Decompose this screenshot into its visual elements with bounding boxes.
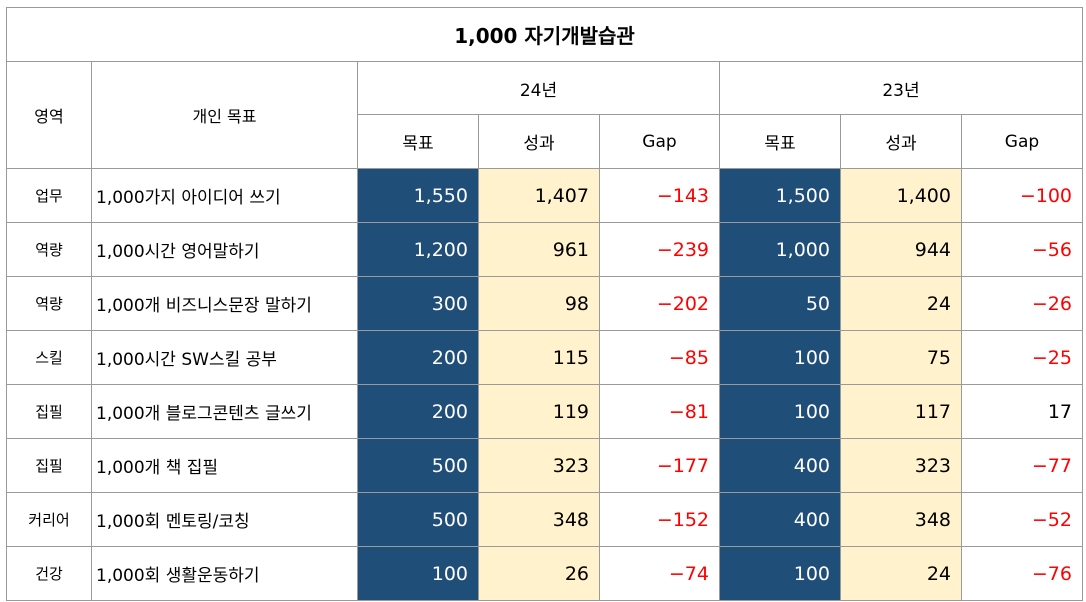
result-23-cell: 75 [840,330,962,385]
result-24-cell: 26 [478,546,600,601]
goal-cell: 1,000개 비즈니스문장 말하기 [91,276,358,331]
gap-24-cell: −143 [599,168,720,223]
result-23-cell: 1,400 [840,168,962,223]
area-cell: 역량 [6,276,92,331]
gap-23-cell: 17 [961,384,1083,439]
gap-23-cell: −26 [961,276,1083,331]
target-24-cell: 1,550 [357,168,479,223]
header-gap-24: Gap [599,114,720,169]
header-target-23: 목표 [719,114,841,169]
area-cell: 업무 [6,168,92,223]
habit-table: 1,000 자기개발습관 영역 개인 목표 24년 23년 목표 성과 Gap … [6,7,1083,601]
header-goal: 개인 목표 [91,61,358,169]
gap-24-cell: −239 [599,222,720,277]
area-cell: 건강 [6,546,92,601]
table-row: 업무 1,000가지 아이디어 쓰기 1,550 1,407 −143 1,500 1,40… [6,168,1083,223]
gap-23-cell: −25 [961,330,1083,385]
table-row: 스킬 1,000시간 SW스킬 공부 200 115 −85 100 75 −25 [6,330,1083,385]
goal-cell: 1,000회 생활운동하기 [91,546,358,601]
goal-cell: 1,000가지 아이디어 쓰기 [91,168,358,223]
table-row: 집필 1,000개 책 집필 500 323 −177 400 323 −77 [6,438,1083,493]
target-23-cell: 1,500 [719,168,841,223]
page-title: 1,000 자기개발습관 [6,7,1083,62]
target-24-cell: 300 [357,276,479,331]
gap-23-cell: −56 [961,222,1083,277]
result-24-cell: 961 [478,222,600,277]
result-23-cell: 24 [840,546,962,601]
target-23-cell: 400 [719,492,841,547]
target-24-cell: 200 [357,330,479,385]
area-cell: 스킬 [6,330,92,385]
goal-cell: 1,000시간 SW스킬 공부 [91,330,358,385]
target-24-cell: 500 [357,492,479,547]
header-result-23: 성과 [840,114,962,169]
target-23-cell: 100 [719,330,841,385]
table-row: 커리어 1,000회 멘토링/코칭 500 348 −152 400 348 −52 [6,492,1083,547]
gap-24-cell: −202 [599,276,720,331]
header-area: 영역 [6,61,92,169]
header-year-23: 23년 [719,61,1083,115]
table-body: 업무 1,000가지 아이디어 쓰기 1,550 1,407 −143 1,500 1,40… [6,168,1083,601]
table-row: 역량 1,000개 비즈니스문장 말하기 300 98 −202 50 24 −26 [6,276,1083,331]
table-row: 건강 1,000회 생활운동하기 100 26 −74 100 24 −76 [6,546,1083,601]
result-24-cell: 98 [478,276,600,331]
goal-cell: 1,000회 멘토링/코칭 [91,492,358,547]
result-24-cell: 1,407 [478,168,600,223]
header-year-24: 24년 [357,61,720,115]
target-23-cell: 100 [719,384,841,439]
result-23-cell: 24 [840,276,962,331]
gap-24-cell: −177 [599,438,720,493]
target-23-cell: 1,000 [719,222,841,277]
header-gap-23: Gap [961,114,1083,169]
goal-cell: 1,000개 책 집필 [91,438,358,493]
target-23-cell: 100 [719,546,841,601]
table-row: 역량 1,000시간 영어말하기 1,200 961 −239 1,000 944 −56 [6,222,1083,277]
result-24-cell: 348 [478,492,600,547]
target-24-cell: 100 [357,546,479,601]
area-cell: 커리어 [6,492,92,547]
gap-24-cell: −74 [599,546,720,601]
header-result-24: 성과 [478,114,600,169]
result-23-cell: 117 [840,384,962,439]
area-cell: 집필 [6,384,92,439]
gap-23-cell: −76 [961,546,1083,601]
result-23-cell: 944 [840,222,962,277]
result-24-cell: 323 [478,438,600,493]
area-cell: 역량 [6,222,92,277]
result-24-cell: 119 [478,384,600,439]
result-23-cell: 323 [840,438,962,493]
result-23-cell: 348 [840,492,962,547]
gap-23-cell: −52 [961,492,1083,547]
gap-23-cell: −100 [961,168,1083,223]
target-23-cell: 400 [719,438,841,493]
gap-23-cell: −77 [961,438,1083,493]
header-target-24: 목표 [357,114,479,169]
goal-cell: 1,000시간 영어말하기 [91,222,358,277]
gap-24-cell: −85 [599,330,720,385]
gap-24-cell: −152 [599,492,720,547]
target-24-cell: 200 [357,384,479,439]
target-23-cell: 50 [719,276,841,331]
target-24-cell: 500 [357,438,479,493]
result-24-cell: 115 [478,330,600,385]
gap-24-cell: −81 [599,384,720,439]
area-cell: 집필 [6,438,92,493]
target-24-cell: 1,200 [357,222,479,277]
table-row: 집필 1,000개 블로그콘텐츠 글쓰기 200 119 −81 100 117 17 [6,384,1083,439]
goal-cell: 1,000개 블로그콘텐츠 글쓰기 [91,384,358,439]
